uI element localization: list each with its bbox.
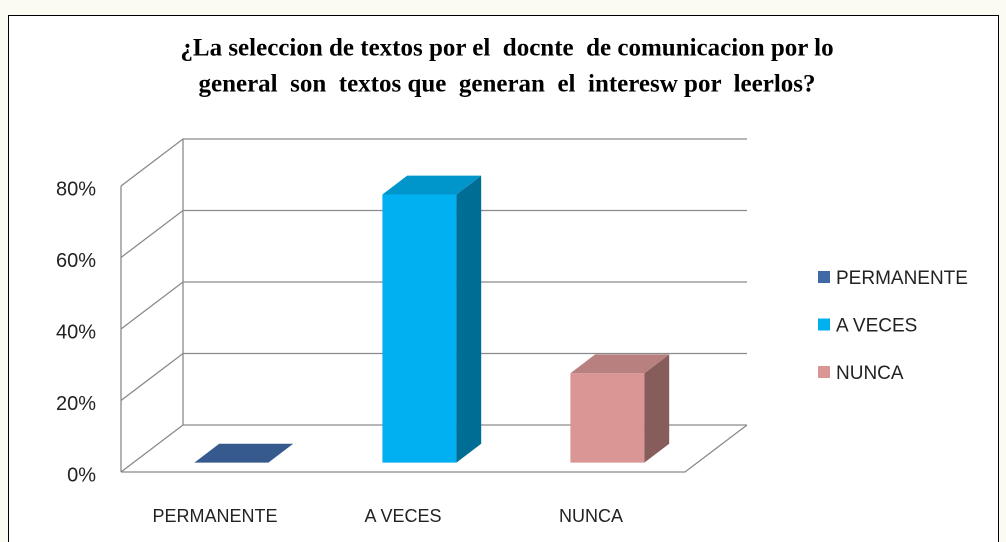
y-tick-label: 40% [56, 321, 96, 343]
y-tick-label: 20% [56, 393, 96, 415]
floor-edge [121, 424, 748, 473]
y-tick-label: 0% [67, 464, 96, 486]
grid-line [120, 281, 747, 330]
bar-top [194, 443, 294, 463]
legend-label: A VECES [836, 316, 917, 337]
legend-swatch [818, 271, 830, 283]
bar-top [382, 175, 482, 195]
y-tick-label: 60% [56, 250, 96, 272]
chart-frame [8, 15, 999, 542]
grid-line [120, 209, 747, 259]
bar [194, 443, 294, 463]
grid-line [120, 138, 747, 187]
grid-line [120, 424, 747, 473]
bar-front [570, 373, 645, 463]
bar-front [382, 194, 457, 463]
chart-title: ¿La seleccion de textos por el docnte de… [180, 35, 833, 62]
x-tick-label: A VECES [364, 506, 441, 526]
legend-label: PERMANENTE [836, 268, 968, 289]
bar-side [644, 354, 670, 463]
legend-label: NUNCA [836, 363, 904, 384]
x-tick-label: NUNCA [559, 506, 623, 526]
bar [382, 175, 482, 463]
bar-side [456, 175, 482, 463]
bar-top [570, 354, 670, 374]
x-tick-label: PERMANENTE [152, 506, 277, 526]
legend-swatch [818, 318, 830, 331]
chart-title: general son textos que generan el intere… [198, 71, 815, 98]
bar [570, 354, 670, 463]
y-tick-label: 80% [56, 178, 96, 200]
legend-swatch [818, 366, 830, 378]
grid-line [120, 352, 747, 402]
